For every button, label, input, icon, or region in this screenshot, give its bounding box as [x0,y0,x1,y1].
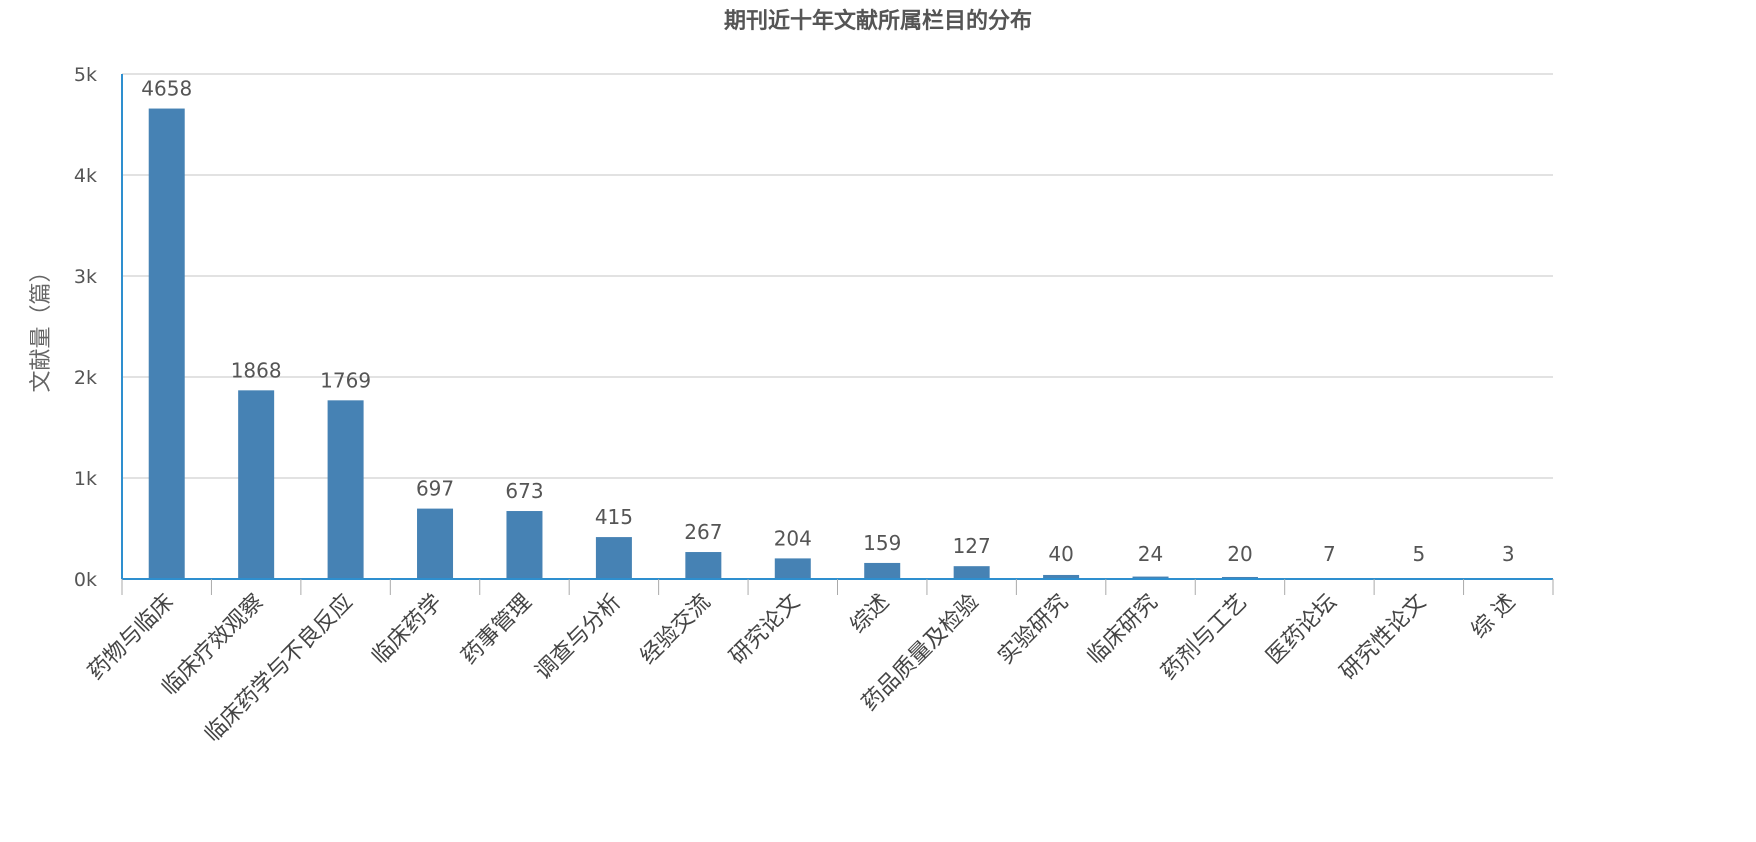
bar [1043,574,1080,579]
y-tick-label: 4k [74,165,97,187]
data-labels: 4658 1868 1769 697 673 415 267 204 159 127 40 24 20 7… [141,77,1514,566]
bar [417,508,454,579]
data-label: 673 [505,479,543,503]
data-label: 267 [684,520,722,544]
y-axis-label: 文献量（篇） [29,260,54,392]
data-label: 127 [953,534,991,558]
bar [685,552,722,579]
x-category-label: 经验交流 [636,590,716,670]
bar [238,390,275,579]
x-axis-ticks [121,579,1554,595]
x-category-label: 药事管理 [457,590,537,670]
data-label: 159 [863,531,901,555]
bar [953,566,990,579]
data-label: 1769 [320,368,371,392]
data-label: 3 [1502,542,1515,566]
data-label: 4658 [141,77,192,101]
bar [506,511,543,579]
y-tick-label: 1k [74,468,97,490]
x-category-label: 药物与临床 [83,590,178,685]
y-tick-label: 3k [74,266,97,288]
data-label: 20 [1227,542,1252,566]
x-category-label: 临床研究 [1083,590,1163,670]
bar [1221,576,1258,579]
x-category-label: 临床药学与不良反应 [200,590,358,748]
y-tick-label: 2k [74,367,97,389]
bar [595,537,632,579]
x-category-label: 实验研究 [993,590,1073,670]
bar [1132,576,1169,579]
data-label: 7 [1323,542,1336,566]
y-axis-ticks: 0k 1k 2k 3k 4k 5k [74,64,97,591]
bar [774,558,811,579]
data-label: 415 [595,505,633,529]
data-label: 24 [1138,542,1163,566]
x-category-label: 综述 [846,590,895,639]
bar [148,108,185,580]
x-category-label: 研究性论文 [1336,590,1431,685]
data-label: 204 [774,526,812,550]
bar [327,400,364,579]
y-tick-label: 0k [74,569,97,591]
data-label: 697 [416,477,454,501]
x-category-label: 医药论坛 [1262,590,1342,670]
data-label: 40 [1048,542,1073,566]
x-category-label: 综 述 [1467,590,1521,644]
bar [864,562,901,579]
x-category-label: 调查与分析 [531,590,626,685]
chart-title: 期刊近十年文献所属栏目的分布 [724,8,1032,34]
y-tick-label: 5k [74,64,97,86]
grid-lines [122,73,1553,479]
x-category-label: 临床药学 [367,590,447,670]
x-category-label: 研究论文 [725,590,805,670]
bars [148,108,1527,580]
x-category-label: 药剂与工艺 [1157,590,1252,685]
data-label: 5 [1412,542,1425,566]
data-label: 1868 [231,358,282,382]
